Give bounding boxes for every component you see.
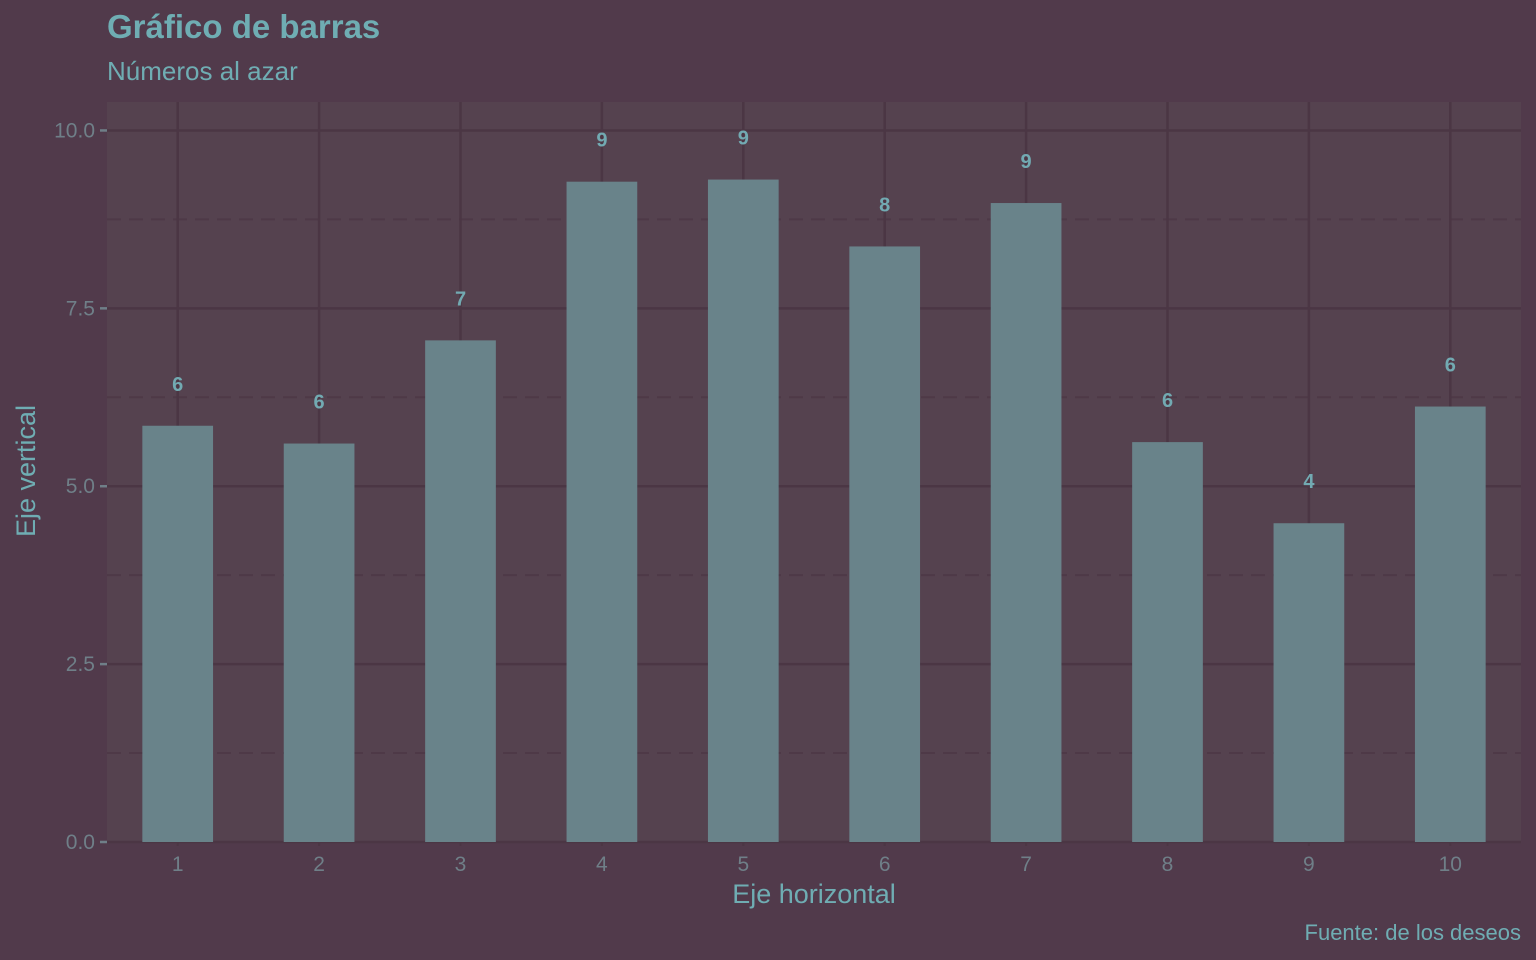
chart-subtitle: Números al azar xyxy=(107,56,298,86)
y-tick-label: 10.0 xyxy=(54,119,95,142)
data-label-3: 7 xyxy=(455,288,466,310)
bar-3 xyxy=(425,340,496,842)
y-axis: 0.0 2.5 5.0 7.5 10.0 xyxy=(54,119,107,854)
bars xyxy=(142,179,1486,843)
y-tick-label: 5.0 xyxy=(66,475,95,498)
x-axis-title: Eje horizontal xyxy=(732,879,896,909)
data-label-2: 6 xyxy=(314,392,325,414)
y-tick-label: 7.5 xyxy=(66,297,95,320)
data-label-8: 6 xyxy=(1162,390,1173,412)
bar-1 xyxy=(142,425,214,842)
x-tick-label: 4 xyxy=(596,853,608,876)
y-tick-label: 0.0 xyxy=(66,831,95,854)
x-tick-label: 1 xyxy=(172,853,184,876)
y-axis-title: Eje vertical xyxy=(11,405,41,537)
x-tick-label: 10 xyxy=(1439,853,1462,876)
x-tick-label: 3 xyxy=(455,853,467,876)
data-label-1: 6 xyxy=(172,374,183,396)
y-tick-label: 2.5 xyxy=(66,653,95,676)
x-tick-label: 5 xyxy=(737,853,749,876)
x-tick-label: 6 xyxy=(879,853,891,876)
bar-9 xyxy=(1273,523,1345,842)
bar-4 xyxy=(566,181,638,842)
bar-2 xyxy=(283,443,355,842)
x-tick-label: 7 xyxy=(1020,853,1032,876)
chart-title: Gráfico de barras xyxy=(107,8,380,45)
data-label-10: 6 xyxy=(1445,355,1456,377)
data-label-4: 9 xyxy=(596,130,607,152)
data-labels: 6 6 7 9 9 8 9 6 4 6 xyxy=(172,128,1456,494)
x-tick-label: 2 xyxy=(313,853,325,876)
bar-6 xyxy=(849,246,921,842)
bar-7 xyxy=(990,203,1062,843)
x-tick-label: 8 xyxy=(1162,853,1174,876)
data-label-5: 9 xyxy=(738,128,749,150)
data-label-7: 9 xyxy=(1021,151,1032,173)
data-label-6: 8 xyxy=(879,194,890,216)
bar-8 xyxy=(1132,442,1203,842)
data-label-9: 4 xyxy=(1303,471,1315,493)
chart-caption: Fuente: de los deseos xyxy=(1305,920,1521,945)
x-tick-label: 9 xyxy=(1303,853,1315,876)
x-axis: 1 2 3 4 5 6 7 8 9 10 xyxy=(172,842,1462,876)
bar-5 xyxy=(707,179,779,843)
bar-10 xyxy=(1414,406,1486,842)
